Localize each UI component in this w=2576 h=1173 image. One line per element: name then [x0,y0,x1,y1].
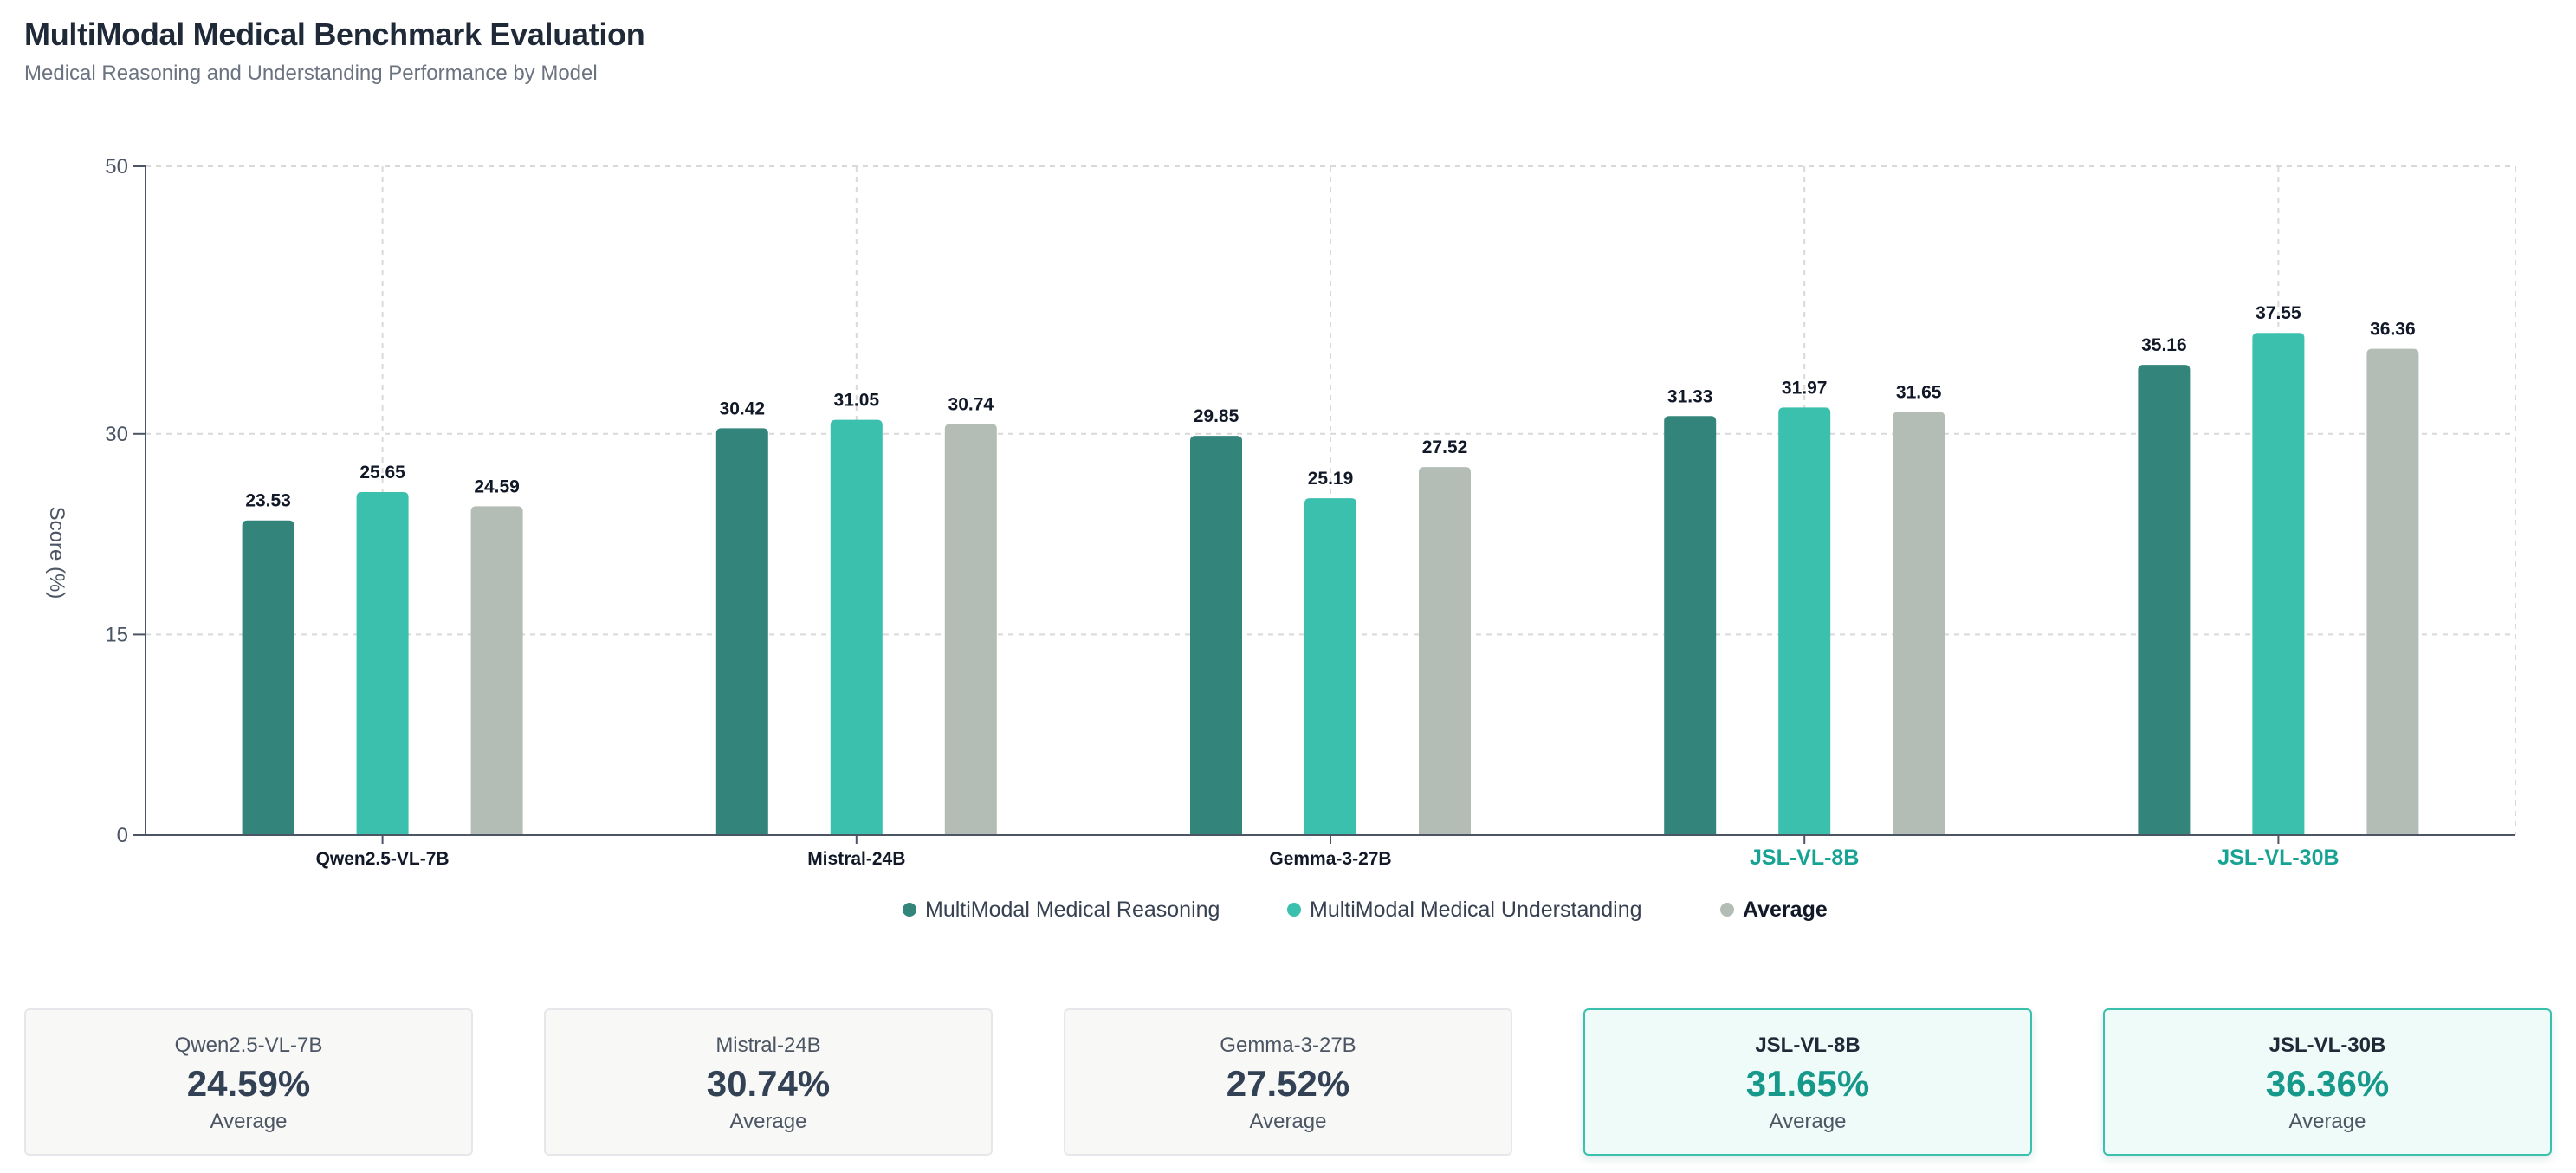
data-label: 37.55 [2256,303,2301,323]
x-tick-label: Mistral-24B [807,849,905,869]
data-label: 29.85 [1194,406,1239,426]
data-label: 25.65 [359,463,405,483]
bar-understanding [1304,498,1356,835]
bar-reasoning [1664,416,1717,835]
bar-understanding [830,419,883,835]
x-tick-label: Qwen2.5-VL-7B [316,849,450,869]
y-tick-label: 15 [105,623,128,646]
card-average-value: 24.59% [186,1063,311,1104]
card-average-label: Average [1249,1110,1327,1133]
bar-average [1893,412,1945,835]
data-label: 24.59 [474,476,520,496]
bar-reasoning [2138,365,2191,835]
summary-card-jsl-vl-30b: JSL-VL-30B 36.36% Average [2103,1008,2552,1156]
data-label: 31.97 [1782,378,1828,398]
data-label: 35.16 [2141,335,2187,355]
card-model-name: JSL-VL-30B [2269,1034,2386,1057]
summary-card-gemma: Gemma-3-27B 27.52% Average [1064,1008,1512,1156]
card-average-label: Average [1769,1110,1847,1133]
card-average-label: Average [210,1110,288,1133]
card-average-label: Average [2288,1110,2366,1133]
bar-average [2366,348,2419,836]
x-tick-label: JSL-VL-30B [2217,846,2339,870]
y-tick-label: 0 [117,824,128,847]
summary-card-jsl-vl-8b: JSL-VL-8B 31.65% Average [1583,1008,2032,1156]
card-model-name: Mistral-24B [715,1034,821,1057]
data-label: 30.42 [720,399,766,418]
card-model-name: JSL-VL-8B [1755,1034,1861,1057]
data-label: 31.33 [1667,386,1713,406]
data-label: 36.36 [2370,320,2416,340]
bar-reasoning [242,520,294,835]
legend-label-reasoning: MultiModal Medical Reasoning [925,898,1220,922]
legend-label-understanding: MultiModal Medical Understanding [1310,898,1642,922]
bar-average [470,506,523,835]
chart-title: MultiModal Medical Benchmark Evaluation [24,16,645,52]
bar-understanding [1778,407,1831,835]
summary-card-mistral: Mistral-24B 30.74% Average [544,1008,993,1156]
data-label: 30.74 [948,394,994,414]
legend-label-average: Average [1743,898,1828,922]
card-average-value: 36.36% [2265,1063,2390,1104]
data-label: 31.05 [834,391,880,411]
chart-header: MultiModal Medical Benchmark Evaluation … [24,12,645,87]
bar-reasoning [715,428,768,835]
card-average-value: 27.52% [1226,1063,1350,1104]
bar-understanding [2252,333,2305,835]
data-label: 23.53 [245,491,291,511]
card-average-value: 30.74% [706,1063,831,1104]
card-average-label: Average [729,1110,807,1133]
x-tick-label: JSL-VL-8B [1750,846,1859,870]
legend-marker-understanding [1287,903,1301,917]
bar-understanding [356,491,409,835]
card-average-value: 31.65% [1745,1063,1870,1104]
bar-average [944,424,997,835]
chart-subtitle: Medical Reasoning and Understanding Perf… [24,62,598,85]
summary-cards: Qwen2.5-VL-7B 24.59% Average Mistral-24B… [24,1008,2552,1157]
card-model-name: Qwen2.5-VL-7B [174,1034,323,1057]
data-label: 25.19 [1308,469,1354,489]
y-axis-title: Score (%) [45,507,68,599]
legend-marker-reasoning [903,903,916,917]
card-model-name: Gemma-3-27B [1220,1034,1356,1057]
data-label: 27.52 [1422,437,1468,457]
y-tick-label: 30 [105,423,128,446]
bar-reasoning [1190,436,1242,835]
x-tick-label: Gemma-3-27B [1269,849,1391,869]
summary-card-qwen: Qwen2.5-VL-7B 24.59% Average [24,1008,473,1156]
legend-marker-average [1720,903,1734,917]
y-tick-label: 50 [105,155,128,178]
bar-average [1419,467,1471,835]
data-label: 31.65 [1896,382,1942,402]
